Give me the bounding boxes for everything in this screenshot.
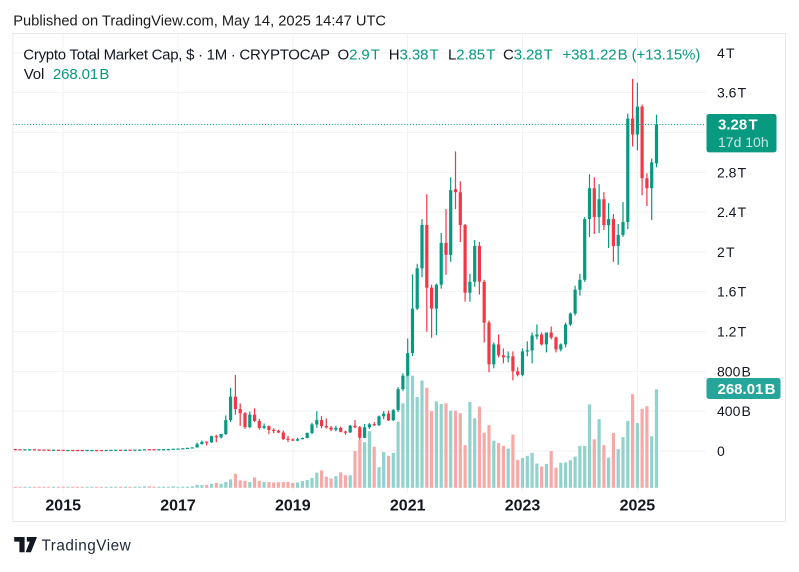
svg-text:4 T: 4 T (717, 45, 735, 61)
svg-text:3.28 T: 3.28 T (718, 117, 758, 134)
svg-text:2021: 2021 (390, 498, 426, 515)
svg-text:0: 0 (717, 443, 725, 459)
svg-text:2019: 2019 (275, 498, 311, 515)
svg-text:Published on TradingView.com,: Published on TradingView.com, May 14, 20… (13, 14, 386, 30)
svg-text:17d 10h: 17d 10h (718, 134, 769, 150)
svg-text:2023: 2023 (505, 498, 541, 515)
svg-text:2017: 2017 (160, 498, 196, 515)
svg-text:2.4 T: 2.4 T (717, 204, 747, 220)
svg-text:2.8 T: 2.8 T (717, 164, 747, 180)
svg-text:2 T: 2 T (717, 244, 735, 260)
svg-text:Crypto Total Market Cap, $ · 1: Crypto Total Market Cap, $ · 1M · CRYPTO… (23, 46, 700, 63)
svg-text:268.01 B: 268.01 B (718, 381, 776, 398)
svg-text:3.6 T: 3.6 T (717, 85, 747, 101)
svg-text:400 B: 400 B (717, 403, 751, 419)
svg-text:800 B: 800 B (717, 363, 751, 379)
svg-text:TradingView: TradingView (42, 538, 132, 555)
svg-text:2015: 2015 (45, 498, 81, 515)
svg-text:1.6 T: 1.6 T (717, 284, 747, 300)
svg-text:2025: 2025 (620, 498, 656, 515)
svg-text:1.2 T: 1.2 T (717, 324, 747, 340)
